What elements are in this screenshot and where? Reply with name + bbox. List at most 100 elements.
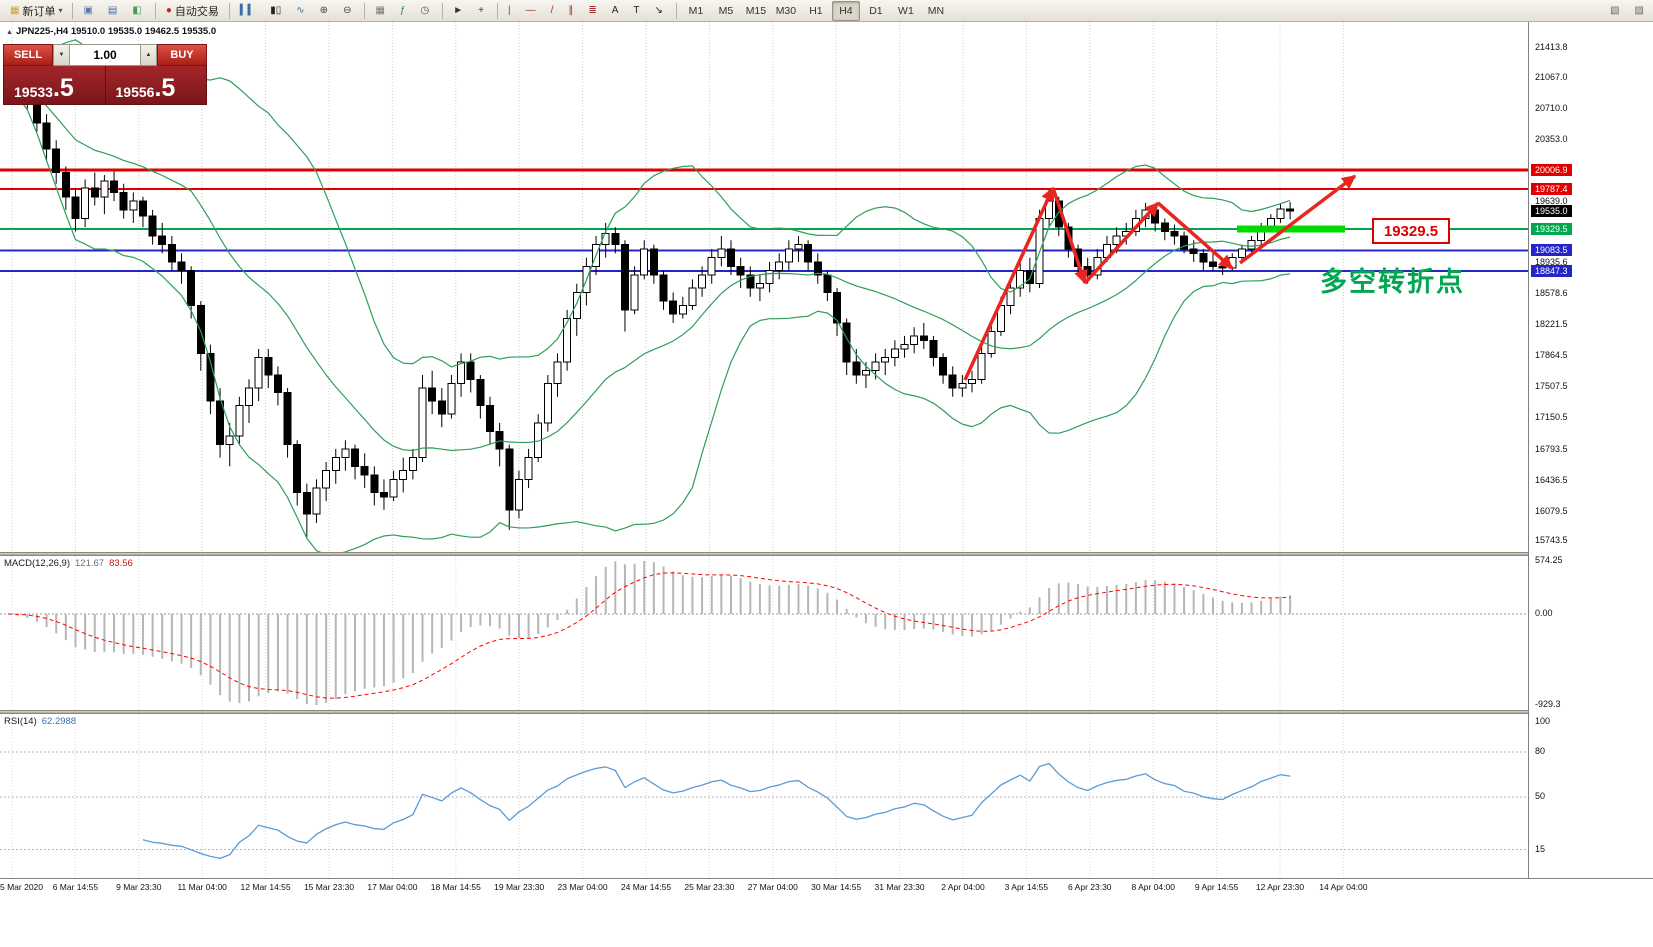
timeframe-button-D1[interactable]: D1	[862, 1, 890, 21]
candle	[302, 491, 311, 515]
buy-button[interactable]: BUY	[157, 44, 207, 66]
crosshair-button[interactable]: +	[473, 1, 492, 21]
search-button[interactable]: ▧	[1605, 1, 1627, 21]
timeframe-button-H1-label: H1	[809, 4, 823, 17]
navigator-button[interactable]: ◧	[127, 1, 149, 21]
tile-windows-button[interactable]: ▦	[370, 1, 392, 21]
timeframe-button-MN[interactable]: MN	[922, 1, 950, 21]
cycles-button[interactable]: ◷	[415, 1, 437, 21]
timeframe-button-M1[interactable]: M1	[682, 1, 710, 21]
candlestick-chart-button[interactable]: ▮▯	[265, 1, 289, 21]
layout-button[interactable]: ▨	[1630, 1, 1652, 21]
macd-scale-label: -929.3	[1535, 699, 1561, 709]
toolbar-separator	[154, 2, 156, 19]
rsi-scale-label: 15	[1535, 843, 1546, 854]
candle	[1170, 231, 1179, 237]
time-label: 12 Apr 23:30	[1255, 882, 1305, 892]
support-highlight-bar[interactable]	[1237, 225, 1345, 233]
timeframe-button-M30[interactable]: M30	[772, 1, 800, 21]
new-order-button[interactable]: ▦ 新订单 ▾	[5, 1, 67, 21]
timeframe-button-M15-label: M15	[745, 4, 767, 17]
toolbar-separator	[496, 2, 498, 19]
macd-header: MACD(12,26,9) 121.67 83.56	[4, 558, 133, 569]
rsi-scale-label: 80	[1535, 746, 1546, 756]
channel-button[interactable]: ∥	[563, 1, 581, 21]
candle	[659, 274, 668, 302]
sell-button[interactable]: SELL	[3, 44, 53, 66]
chart-window-button-glyph: ▣	[83, 4, 93, 16]
candle	[466, 361, 475, 380]
rsi-scale-label: 100	[1535, 716, 1551, 726]
toolbar-separator	[675, 2, 677, 19]
candle	[283, 391, 292, 446]
zoom-out-button[interactable]: ⊖	[338, 1, 359, 21]
indicators-button[interactable]: ƒ	[395, 1, 414, 21]
cursor-button[interactable]: ►	[448, 1, 471, 21]
candle	[486, 404, 494, 433]
candle	[1006, 287, 1015, 306]
trend-arrow[interactable]	[1238, 174, 1357, 265]
volume-down-button[interactable]: ▼	[53, 44, 70, 66]
horizontal-line-button[interactable]: —	[521, 1, 544, 21]
bollinger-upper-line[interactable]	[7, 39, 1291, 368]
zoom-in-button[interactable]: ⊕	[315, 1, 336, 21]
panel-separator[interactable]	[0, 710, 1653, 714]
candle	[620, 244, 629, 311]
search-button-glyph: ▧	[1610, 4, 1620, 16]
volume-up-button[interactable]: ▲	[140, 44, 157, 66]
macd-scale-label: 574.25	[1535, 555, 1563, 565]
bar-chart-button[interactable]: ▍▍	[235, 1, 263, 21]
candle	[678, 304, 687, 315]
candle	[842, 322, 851, 363]
rsi-panel[interactable]	[0, 714, 1528, 878]
buy-price[interactable]: 19556.5	[104, 66, 207, 104]
trend-arrow[interactable]	[1051, 187, 1088, 285]
fibonacci-button[interactable]: ≣	[583, 1, 604, 21]
trend-arrow[interactable]	[1156, 201, 1234, 270]
candle	[264, 357, 273, 376]
label-tool-button[interactable]: T	[628, 1, 647, 21]
line-chart-button[interactable]: ∿	[291, 1, 312, 21]
candle	[379, 491, 388, 498]
time-label: 18 Mar 14:55	[430, 882, 481, 892]
trend-arrow[interactable]	[1083, 201, 1160, 285]
trendline-button[interactable]: /	[546, 1, 562, 21]
autotrading-button[interactable]: ● 自动交易	[161, 1, 224, 21]
bollinger-middle-line[interactable]	[7, 70, 1291, 452]
panel-separator[interactable]	[0, 552, 1653, 556]
bollinger-lower-line[interactable]	[7, 70, 1291, 552]
candle	[871, 361, 880, 372]
time-label: 30 Mar 14:55	[811, 882, 862, 892]
chart-window-button[interactable]: ▣	[78, 1, 100, 21]
candle	[457, 361, 466, 385]
vertical-line-button[interactable]: |	[503, 1, 519, 21]
price-scale[interactable]: 21413.8 21067.0 20710.0 20353.0 19639.0 18935…	[1528, 22, 1653, 878]
time-label: 11 Mar 04:00	[177, 882, 227, 892]
timeframe-button-W1[interactable]: W1	[892, 1, 920, 21]
candle	[216, 400, 225, 446]
trend-arrow[interactable]	[963, 186, 1055, 381]
arrows-tool-button[interactable]: ↘	[650, 1, 671, 21]
sell-price[interactable]: 19533.5	[4, 66, 105, 104]
time-axis[interactable]: 5 Mar 2020 6 Mar 14:55 9 Mar 23:30 11 Mar 0…	[0, 878, 1653, 896]
timeframe-button-H1[interactable]: H1	[802, 1, 830, 21]
time-label: 2 Apr 04:00	[941, 882, 985, 892]
bar-chart-button-glyph: ▍▍	[239, 4, 256, 16]
timeframe-button-H4[interactable]: H4	[831, 0, 860, 21]
market-watch-button[interactable]: ▤	[103, 1, 125, 21]
macd-signal-line	[7, 572, 1291, 699]
main-chart-canvas[interactable]	[0, 22, 1528, 552]
price-line-badge: 18847.3	[1531, 264, 1572, 277]
volume-input[interactable]	[70, 44, 140, 66]
candle	[505, 448, 514, 511]
price-annotation-box[interactable]: 19329.5	[1372, 218, 1450, 244]
price-line-badge: 19329.5	[1531, 223, 1572, 235]
macd-panel[interactable]	[0, 556, 1528, 710]
timeframe-button-M5[interactable]: M5	[712, 1, 740, 21]
candle	[196, 304, 205, 354]
timeframe-button-M15[interactable]: M15	[742, 1, 770, 21]
candle	[148, 215, 157, 237]
text-tool-button[interactable]: A	[607, 1, 627, 21]
tile-windows-button-glyph: ▦	[375, 4, 385, 16]
layout-button-glyph: ▨	[1634, 4, 1644, 16]
